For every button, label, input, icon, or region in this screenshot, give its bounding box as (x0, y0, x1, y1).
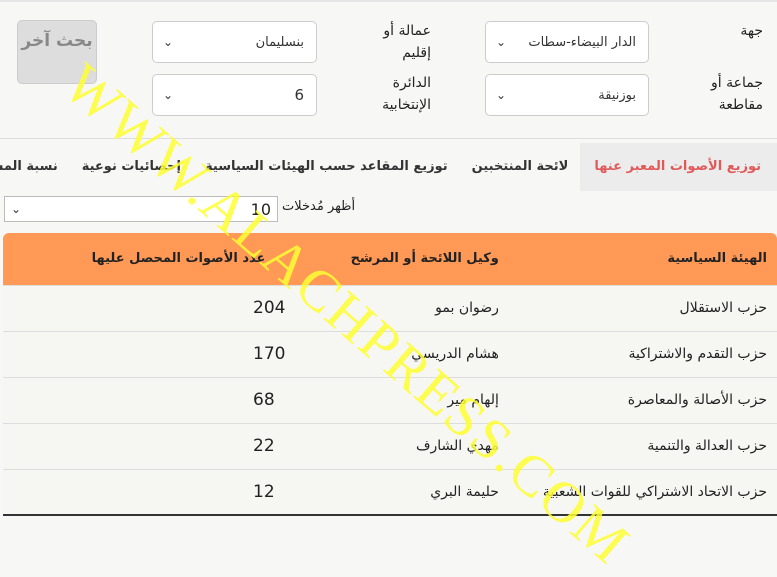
tab-seats-distribution[interactable]: توزيع المقاعد حسب الهيئات السياسية (205, 159, 448, 174)
votes-cell: 12 (3, 468, 286, 516)
candidate-cell: مهدي الشارف (285, 422, 509, 469)
filter-panel: جهة الدار البيضاء-سطات ⌄ عمالة أو إقليم ب… (0, 0, 777, 139)
chevron-down-icon: ⌄ (496, 35, 507, 49)
candidate-cell: هشام الدريسي (285, 330, 509, 377)
party-cell: حزب الاتحاد الاشتراكي للقوات الشعبية (508, 468, 777, 516)
party-cell: حزب العدالة والتنمية (508, 422, 777, 469)
chevron-down-icon: ⌄ (496, 88, 507, 102)
votes-cell: 170 (3, 330, 286, 377)
entries-select[interactable]: ⌄ 10 (4, 196, 278, 222)
candidate-cell: حليمة البري (285, 468, 509, 516)
tab-votes-distribution[interactable]: توزيع الأصوات المعبر عنها (580, 143, 777, 191)
table-row: حزب الأصالة والمعاصرة إلهام مير 68 (3, 376, 777, 423)
header-votes[interactable]: عدد الأصوات المحصل عليها (3, 233, 286, 285)
table-row: حزب الاستقلال رضوان بمو 204 (3, 284, 777, 331)
commune-select[interactable]: بوزنيقة ⌄ (485, 74, 649, 116)
entries-value: 10 (250, 199, 271, 219)
table-row: حزب التقدم والاشتراكية هشام الدريسي 170 (3, 330, 777, 377)
party-cell: حزب الأصالة والمعاصرة (508, 376, 777, 423)
results-table: الهيئة السياسية وكيل اللائحة أو المرشح ع… (3, 233, 777, 516)
chevron-down-icon: ⌄ (11, 202, 22, 216)
header-candidate[interactable]: وكيل اللائحة أو المرشح (285, 233, 509, 285)
header-party[interactable]: الهيئة السياسية (508, 233, 777, 285)
prefecture-value: بنسليمان (255, 34, 304, 50)
prefecture-label: عمالة أو إقليم (383, 23, 431, 61)
district-select[interactable]: 6 ⌄ (152, 74, 317, 116)
tab-participation-rate[interactable]: نسبة المشاركة (0, 159, 58, 174)
region-select[interactable]: الدار البيضاء-سطات ⌄ (485, 21, 649, 63)
district-value: 6 (294, 86, 304, 104)
district-label: الدائرة الإنتخابية (382, 75, 431, 113)
votes-cell: 204 (3, 284, 286, 331)
commune-value: بوزنيقة (598, 87, 636, 103)
chevron-down-icon: ⌄ (163, 35, 174, 49)
tab-elected-list[interactable]: لائحة المنتخبين (471, 159, 569, 174)
entries-label: أظهر مُدخلات (282, 199, 356, 214)
tab-qualitative-stats[interactable]: إحصائيات نوعية (81, 159, 181, 174)
party-cell: حزب التقدم والاشتراكية (508, 330, 777, 377)
tab-bar: توزيع الأصوات المعبر عنها لائحة المنتخبي… (0, 143, 777, 191)
search-again-button[interactable]: بحث آخر (17, 20, 97, 84)
commune-label: جماعة أو مقاطعة (711, 75, 763, 113)
region-value: الدار البيضاء-سطات (528, 34, 636, 50)
table-row: حزب العدالة والتنمية مهدي الشارف 22 (3, 422, 777, 469)
table-row: حزب الاتحاد الاشتراكي للقوات الشعبية حليم… (3, 468, 777, 516)
region-label: جهة (740, 23, 763, 39)
candidate-cell: إلهام مير (285, 376, 509, 423)
chevron-down-icon: ⌄ (163, 88, 174, 102)
votes-cell: 68 (3, 376, 286, 423)
party-cell: حزب الاستقلال (508, 284, 777, 331)
prefecture-select[interactable]: بنسليمان ⌄ (152, 21, 317, 63)
votes-cell: 22 (3, 422, 286, 469)
candidate-cell: رضوان بمو (285, 284, 509, 331)
